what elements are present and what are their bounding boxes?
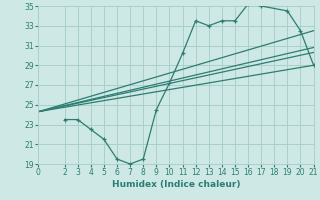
X-axis label: Humidex (Indice chaleur): Humidex (Indice chaleur) [112,180,240,189]
